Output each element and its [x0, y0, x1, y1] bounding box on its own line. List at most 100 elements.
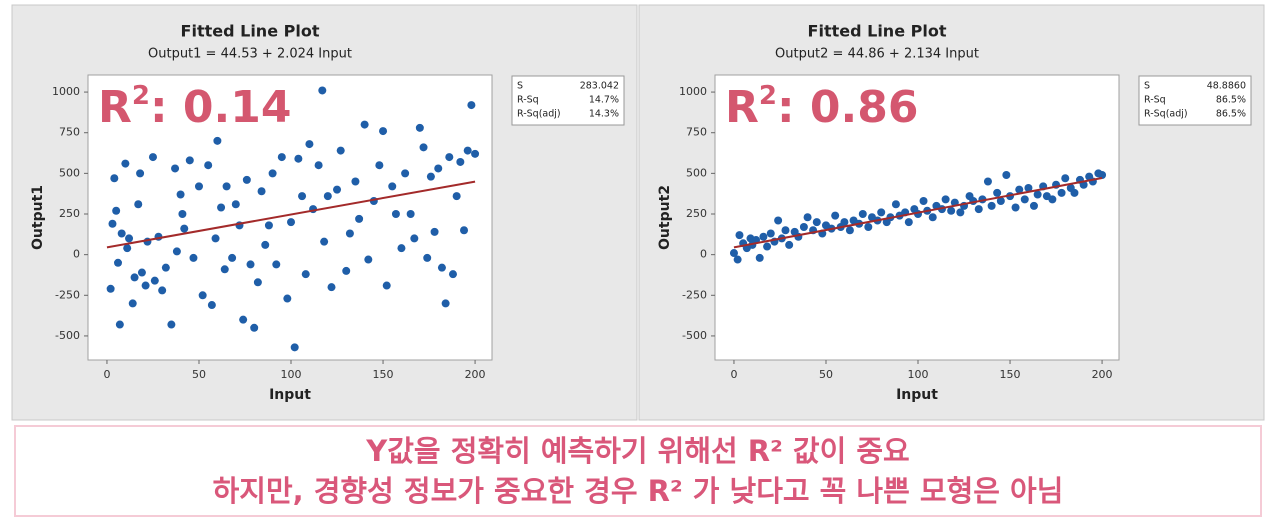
point — [1024, 183, 1033, 192]
point — [430, 227, 439, 236]
point — [391, 210, 400, 219]
point — [250, 323, 259, 332]
point — [733, 255, 742, 264]
y-tick-label: 1000 — [679, 85, 707, 98]
point — [228, 253, 237, 262]
y-tick-label: 750 — [686, 126, 707, 139]
point — [419, 143, 428, 152]
point — [460, 226, 469, 235]
y-tick-label: 250 — [59, 207, 80, 220]
point — [463, 146, 472, 155]
caption-line: Y값을 정확히 예측하기 위해선 R² 값이 중요 — [366, 434, 910, 468]
r2-rest: : 0.86 — [777, 82, 918, 133]
point — [406, 210, 415, 219]
x-tick-label: 100 — [281, 368, 302, 381]
point — [919, 196, 928, 205]
point — [445, 153, 454, 162]
point — [941, 195, 950, 204]
point — [956, 208, 965, 217]
point — [178, 210, 187, 219]
point — [150, 276, 159, 285]
point — [123, 244, 132, 253]
point — [213, 136, 222, 145]
x-tick-label: 200 — [465, 368, 486, 381]
x-tick-label: 50 — [819, 368, 833, 381]
r2-annotation: R2: 0.86 — [725, 81, 918, 134]
point — [161, 263, 170, 272]
point — [803, 213, 812, 222]
point — [189, 253, 198, 262]
x-tick-label: 100 — [908, 368, 929, 381]
point — [148, 153, 157, 162]
point — [375, 161, 384, 170]
point — [799, 223, 808, 232]
point — [456, 157, 465, 166]
point — [108, 219, 117, 228]
x-tick-label: 150 — [373, 368, 394, 381]
stat-value: 86.5% — [1216, 109, 1246, 120]
chart-subtitle: Output1 = 44.53 + 2.024 Input — [148, 47, 352, 62]
point — [1057, 188, 1066, 197]
point — [290, 343, 299, 352]
y-tick-label: -500 — [55, 329, 80, 342]
caption: Y값을 정확히 예측하기 위해선 R² 값이 중요 하지만, 경향성 정보가 중… — [14, 425, 1262, 517]
point — [272, 260, 281, 269]
stat-name: R-Sq — [1144, 95, 1166, 106]
point — [261, 240, 270, 249]
x-axis-title: Input — [896, 387, 938, 403]
x-tick-label: 0 — [730, 368, 737, 381]
r2-sup: 2 — [759, 81, 777, 111]
point — [1015, 185, 1024, 194]
point — [987, 201, 996, 210]
x-tick-label: 200 — [1092, 368, 1113, 381]
point — [781, 226, 790, 235]
point — [1048, 195, 1057, 204]
point — [1033, 190, 1042, 199]
point — [1011, 203, 1020, 212]
y-tick-label: 750 — [59, 126, 80, 139]
stat-name: R-Sq(adj) — [517, 109, 561, 120]
r2-rest: : 0.14 — [150, 82, 291, 133]
x-tick-label: 150 — [1000, 368, 1021, 381]
point — [172, 247, 181, 256]
point — [831, 211, 840, 220]
point — [176, 190, 185, 199]
stat-value: 14.7% — [589, 95, 619, 106]
x-axis-title: Input — [269, 387, 311, 403]
stat-value: 86.5% — [1216, 95, 1246, 106]
point — [217, 203, 226, 212]
point — [137, 268, 146, 277]
point — [204, 161, 213, 170]
r2-sup: 2 — [132, 81, 150, 111]
point — [231, 200, 240, 209]
point — [327, 283, 336, 292]
point — [415, 123, 424, 132]
point — [360, 120, 369, 129]
point — [858, 210, 867, 219]
point — [755, 253, 764, 262]
point — [130, 273, 139, 282]
point — [239, 315, 248, 324]
point — [441, 299, 450, 308]
point — [996, 196, 1005, 205]
point — [864, 223, 873, 232]
point — [904, 218, 913, 227]
point — [115, 320, 124, 329]
stat-name: S — [1144, 81, 1150, 92]
point — [1070, 188, 1079, 197]
point — [452, 192, 461, 201]
stat-value: 14.3% — [589, 109, 619, 120]
point — [437, 263, 446, 272]
y-tick-label: 1000 — [52, 85, 80, 98]
point — [211, 234, 220, 243]
point — [1098, 170, 1107, 179]
point — [891, 200, 900, 209]
point — [257, 187, 266, 196]
x-tick-label: 0 — [103, 368, 110, 381]
y-tick-label: -500 — [682, 329, 707, 342]
r2-base: R — [98, 82, 132, 133]
point — [351, 177, 360, 186]
point — [993, 188, 1002, 197]
charts: Fitted Line Plot Output1 = 44.53 + 2.024 … — [11, 4, 1265, 421]
